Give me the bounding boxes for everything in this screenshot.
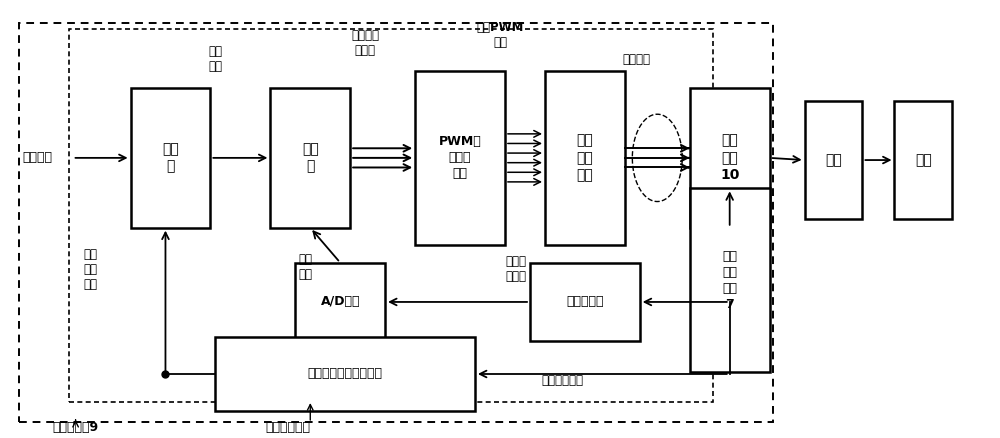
- Text: 设定指令: 设定指令: [23, 152, 53, 164]
- Text: PWM信
号产生
模块: PWM信 号产生 模块: [439, 135, 481, 180]
- Bar: [530, 263, 640, 341]
- Text: 蜗轮: 蜗轮: [915, 153, 932, 167]
- Bar: [690, 188, 770, 372]
- Text: A/D采样: A/D采样: [320, 296, 360, 308]
- Bar: [215, 337, 475, 411]
- Text: 机械
环: 机械 环: [162, 142, 179, 173]
- Text: 三相电压: 三相电压: [623, 53, 651, 66]
- Bar: [805, 101, 862, 219]
- Text: 位置
检测
装置
7: 位置 检测 装置 7: [722, 250, 737, 311]
- Text: 电机
驱动
单元: 电机 驱动 单元: [577, 134, 593, 182]
- Bar: [415, 71, 505, 245]
- Text: 三相电压
占空比: 三相电压 占空比: [351, 29, 379, 57]
- Bar: [270, 88, 350, 228]
- Text: 获得伺服电机角度信息: 获得伺服电机角度信息: [308, 367, 383, 381]
- Text: 电机电
流信号: 电机电 流信号: [505, 255, 526, 283]
- Text: 驱动: 驱动: [825, 153, 842, 167]
- Bar: [19, 22, 773, 422]
- Text: 电流传感器: 电流传感器: [566, 296, 604, 308]
- Bar: [545, 71, 625, 245]
- Text: 电流
指令: 电流 指令: [208, 45, 222, 73]
- Bar: [894, 101, 952, 219]
- Text: 电流
环: 电流 环: [302, 142, 319, 173]
- Bar: [690, 88, 770, 228]
- Text: 电机
角度
反馈: 电机 角度 反馈: [84, 248, 98, 291]
- Text: 伺服
电机
10: 伺服 电机 10: [720, 134, 739, 182]
- Text: 伺服控制器9: 伺服控制器9: [53, 421, 99, 434]
- Text: 代表角度信号: 代表角度信号: [541, 374, 583, 387]
- Bar: [131, 88, 210, 228]
- Bar: [295, 263, 385, 341]
- Text: 六路PWM
信号: 六路PWM 信号: [476, 21, 524, 49]
- Bar: [69, 29, 713, 403]
- Text: 电流
反馈: 电流 反馈: [298, 253, 312, 281]
- Text: 数据处理单元: 数据处理单元: [265, 421, 310, 434]
